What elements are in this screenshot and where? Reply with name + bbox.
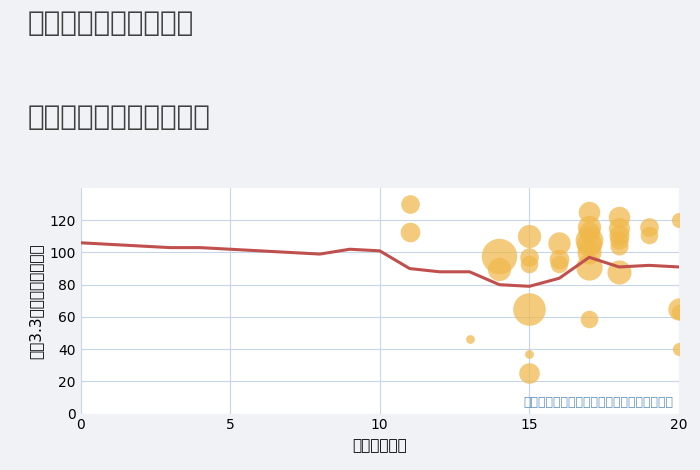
Y-axis label: 坪（3.3㎡）単価（万円）: 坪（3.3㎡）単価（万円）	[29, 243, 43, 359]
Point	[673, 308, 685, 316]
Point	[613, 213, 624, 221]
Point	[613, 225, 624, 232]
Point	[613, 236, 624, 243]
Point	[494, 252, 505, 259]
Point	[524, 369, 535, 377]
Text: 兵庫県宝塚市口谷東の: 兵庫県宝塚市口谷東の	[28, 9, 195, 38]
Point	[584, 315, 595, 322]
Point	[404, 200, 415, 208]
Point	[673, 217, 685, 224]
Point	[584, 236, 595, 243]
Point	[554, 255, 565, 263]
Point	[584, 249, 595, 256]
Point	[524, 253, 535, 261]
Point	[524, 260, 535, 267]
Point	[643, 231, 655, 238]
X-axis label: 駅距離（分）: 駅距離（分）	[352, 438, 407, 453]
Point	[584, 228, 595, 235]
Point	[584, 208, 595, 216]
Point	[643, 223, 655, 230]
Text: 円の大きさは、取引のあった物件面積を示す: 円の大きさは、取引のあった物件面積を示す	[523, 396, 673, 409]
Point	[494, 265, 505, 272]
Point	[584, 241, 595, 248]
Point	[464, 336, 475, 343]
Point	[524, 233, 535, 240]
Point	[524, 350, 535, 358]
Point	[673, 305, 685, 313]
Point	[524, 305, 535, 313]
Point	[673, 345, 685, 353]
Point	[613, 268, 624, 275]
Point	[613, 242, 624, 250]
Point	[404, 228, 415, 235]
Point	[584, 223, 595, 230]
Point	[554, 239, 565, 247]
Text: 駅距離別中古戸建て価格: 駅距離別中古戸建て価格	[28, 103, 211, 132]
Point	[613, 231, 624, 238]
Point	[554, 260, 565, 267]
Point	[584, 263, 595, 271]
